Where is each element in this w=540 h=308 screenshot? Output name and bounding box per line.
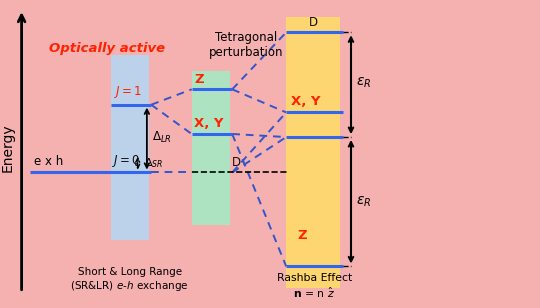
Text: Short & Long Range
(SR&LR) $e$-$h$ exchange: Short & Long Range (SR&LR) $e$-$h$ excha… [70,267,189,293]
Bar [192,71,230,225]
Text: $J=0$: $J=0$ [112,153,141,169]
Text: $J=1$: $J=1$ [114,84,143,100]
Bar [111,55,148,240]
Bar [286,17,340,288]
Text: e x h: e x h [34,155,63,168]
Text: $\varepsilon_R$: $\varepsilon_R$ [356,195,372,209]
Text: X, Y: X, Y [291,95,320,108]
Text: D: D [232,156,241,169]
Text: Optically active: Optically active [49,43,165,55]
Text: Tetragonal
perturbation: Tetragonal perturbation [208,31,283,59]
Text: Z: Z [297,229,307,242]
Text: $\Delta_{SR}$: $\Delta_{SR}$ [144,156,163,170]
Text: $\Delta_{LR}$: $\Delta_{LR}$ [152,129,172,145]
Text: Energy: Energy [1,124,15,172]
Text: Z: Z [194,73,204,86]
Text: Rashba Effect
$\mathbf{n}$ = n $\hat{z}$: Rashba Effect $\mathbf{n}$ = n $\hat{z}$ [276,274,352,300]
Text: D: D [309,16,318,29]
Text: $\varepsilon_R$: $\varepsilon_R$ [356,76,372,90]
Text: X, Y: X, Y [194,117,224,130]
